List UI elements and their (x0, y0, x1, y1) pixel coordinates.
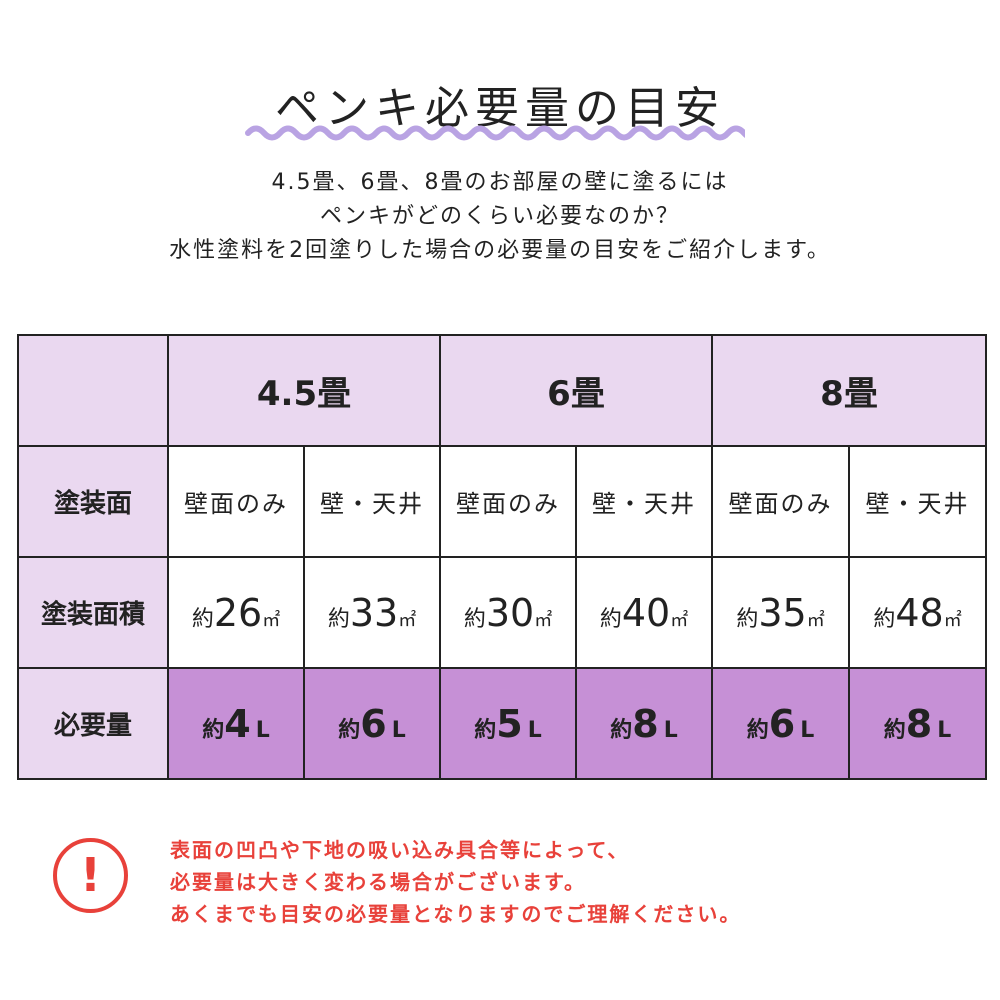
area-value: 30 (485, 590, 535, 635)
row-label: 塗装面積 (17, 556, 169, 669)
approx-prefix: 約 (463, 606, 486, 632)
volume-unit: L (527, 717, 542, 743)
corner-cell (17, 334, 169, 447)
room-header: 4.5畳 (167, 334, 441, 447)
volume-value: 6 (360, 701, 387, 746)
area-unit: ㎡ (398, 609, 417, 631)
volume-value: 4 (224, 701, 251, 746)
approx-prefix: 約 (736, 606, 759, 632)
page-title: ペンキ必要量の目安 (275, 83, 725, 134)
paint-table: 4.5畳 6畳 8畳 塗装面 壁面のみ 壁・天井 壁面のみ 壁・天井 壁面のみ 壁・天井 塗… (17, 334, 987, 780)
volume-cell: 約8 L (848, 667, 987, 780)
row-label: 必要量 (17, 667, 169, 780)
intro-text: 4.5畳、6畳、8畳のお部屋の壁に塗るには ペンキがどのくらい必要なのか？ 水性… (0, 166, 1000, 268)
area-value: 40 (621, 590, 671, 635)
area-cell: 約26㎡ (167, 556, 305, 669)
note-line: あくまでも目安の必要量となりますのでご理解ください。 (170, 902, 742, 926)
surface-cell: 壁面のみ (439, 445, 577, 558)
approx-prefix: 約 (202, 717, 225, 743)
note-line: 表面の凹凸や下地の吸い込み具合等によって、 (170, 838, 630, 862)
approx-prefix: 約 (599, 606, 622, 632)
volume-unit: L (800, 717, 815, 743)
area-cell: 約30㎡ (439, 556, 577, 669)
approx-prefix: 約 (327, 606, 350, 632)
volume-unit: L (255, 717, 270, 743)
volume-value: 6 (768, 701, 796, 746)
warning-icon: ! (53, 838, 128, 913)
surface-cell: 壁・天井 (303, 445, 441, 558)
room-header: 8畳 (711, 334, 987, 447)
warning-notes: 表面の凹凸や下地の吸い込み具合等によって、 必要量は大きく変わる場合がございます… (170, 834, 741, 930)
approx-prefix: 約 (191, 606, 214, 632)
volume-unit: L (937, 717, 952, 743)
intro-line: ペンキがどのくらい必要なのか？ (319, 204, 680, 229)
area-value: 48 (895, 590, 944, 635)
volume-value: 8 (905, 701, 933, 746)
area-unit: ㎡ (670, 609, 689, 631)
intro-line: 4.5畳、6畳、8畳のお部屋の壁に塗るには (271, 170, 729, 195)
volume-value: 8 (632, 701, 659, 746)
volume-value: 5 (496, 701, 523, 746)
volume-cell: 約6 L (711, 667, 850, 780)
surface-cell: 壁・天井 (848, 445, 987, 558)
row-label: 塗装面 (17, 445, 169, 558)
area-value: 35 (758, 590, 807, 635)
intro-line: 水性塗料を2回塗りした場合の必要量の目安をご紹介します。 (169, 238, 831, 263)
approx-prefix: 約 (746, 717, 769, 743)
volume-unit: L (663, 717, 678, 743)
area-unit: ㎡ (806, 609, 825, 631)
approx-prefix: 約 (474, 717, 497, 743)
room-header: 6畳 (439, 334, 713, 447)
volume-cell: 約5 L (439, 667, 577, 780)
approx-prefix: 約 (873, 606, 896, 632)
area-unit: ㎡ (943, 609, 962, 631)
approx-prefix: 約 (338, 717, 361, 743)
surface-cell: 壁面のみ (167, 445, 305, 558)
surface-cell: 壁面のみ (711, 445, 850, 558)
volume-cell: 約6 L (303, 667, 441, 780)
wave-divider (245, 125, 745, 141)
surface-cell: 壁・天井 (575, 445, 713, 558)
area-unit: ㎡ (262, 609, 281, 631)
volume-cell: 約8 L (575, 667, 713, 780)
approx-prefix: 約 (883, 717, 906, 743)
approx-prefix: 約 (610, 717, 633, 743)
area-cell: 約35㎡ (711, 556, 850, 669)
area-value: 26 (213, 590, 263, 635)
area-unit: ㎡ (534, 609, 553, 631)
area-cell: 約33㎡ (303, 556, 441, 669)
note-line: 必要量は大きく変わる場合がございます。 (170, 870, 586, 894)
area-cell: 約40㎡ (575, 556, 713, 669)
area-value: 33 (349, 590, 399, 635)
volume-cell: 約4 L (167, 667, 305, 780)
area-cell: 約48㎡ (848, 556, 987, 669)
volume-unit: L (391, 717, 406, 743)
